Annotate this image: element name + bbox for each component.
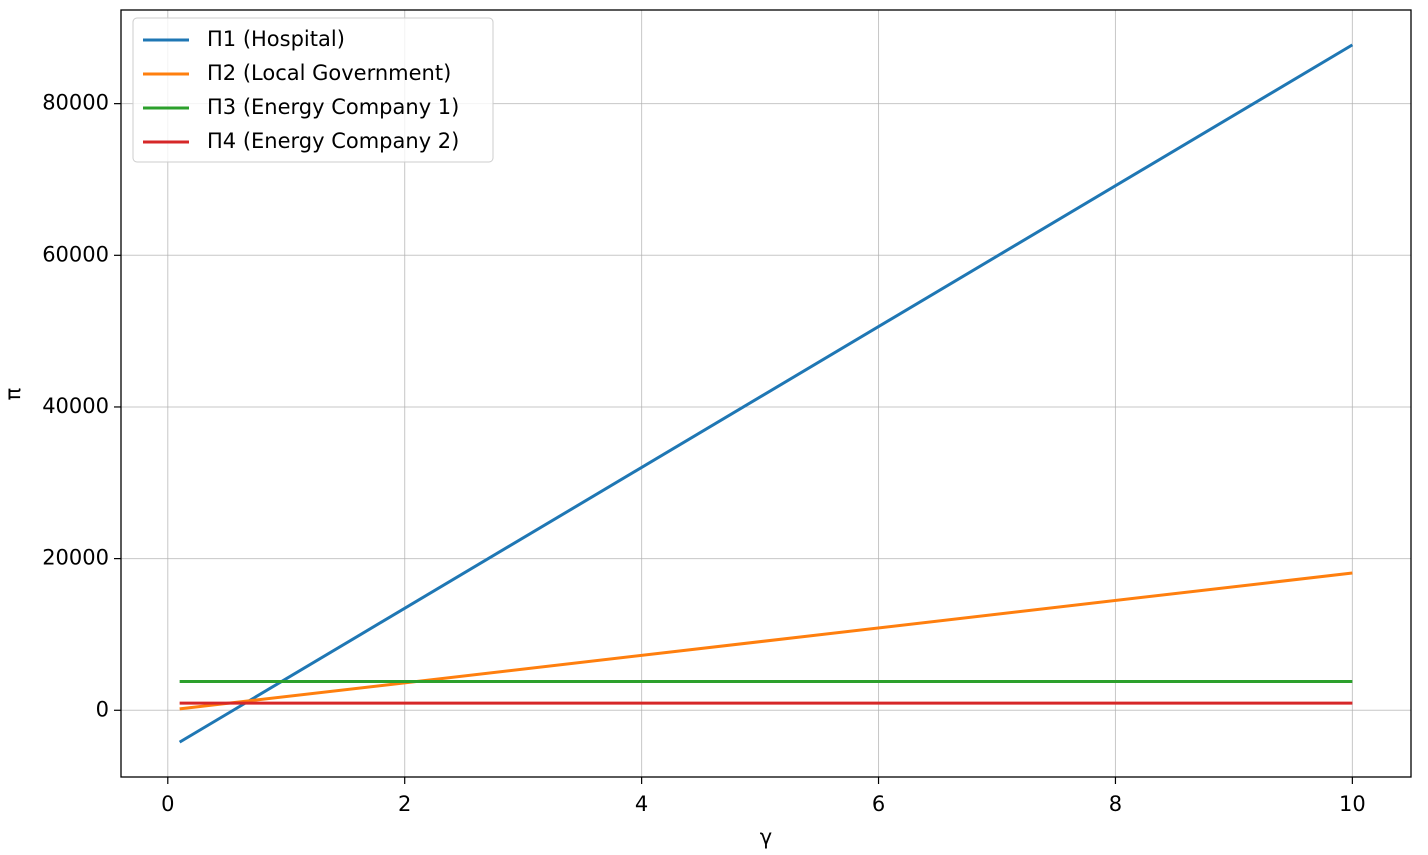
x-axis-label: γ [760,825,772,849]
series-line [178,43,1354,744]
legend-box [132,17,494,163]
series-line [179,571,1353,711]
y-tick-label: 20000 [42,546,109,570]
x-tick-label: 6 [872,792,885,816]
y-tick-label: 40000 [42,394,109,418]
x-tick-label: 10 [1339,792,1366,816]
plot-frame [120,9,1412,778]
x-tick-label: 2 [398,792,411,816]
legend: Π1 (Hospital) Π2 (Local Government) Π3 (En… [132,17,494,163]
legend-label: Π2 (Local Government) [207,61,451,85]
x-tick-label: 0 [161,792,174,816]
legend-label: Π3 (Energy Company 1) [207,95,459,119]
y-tick-label: 0 [96,697,109,721]
x-tick-label: 4 [635,792,648,816]
y-tick-label: 60000 [42,242,109,266]
legend-label: Π1 (Hospital) [207,27,345,51]
legend-label: Π4 (Energy Company 2) [207,129,459,153]
y-axis-label: π [1,387,25,400]
y-tick-label: 80000 [42,91,109,115]
x-tick-label: 8 [1109,792,1122,816]
